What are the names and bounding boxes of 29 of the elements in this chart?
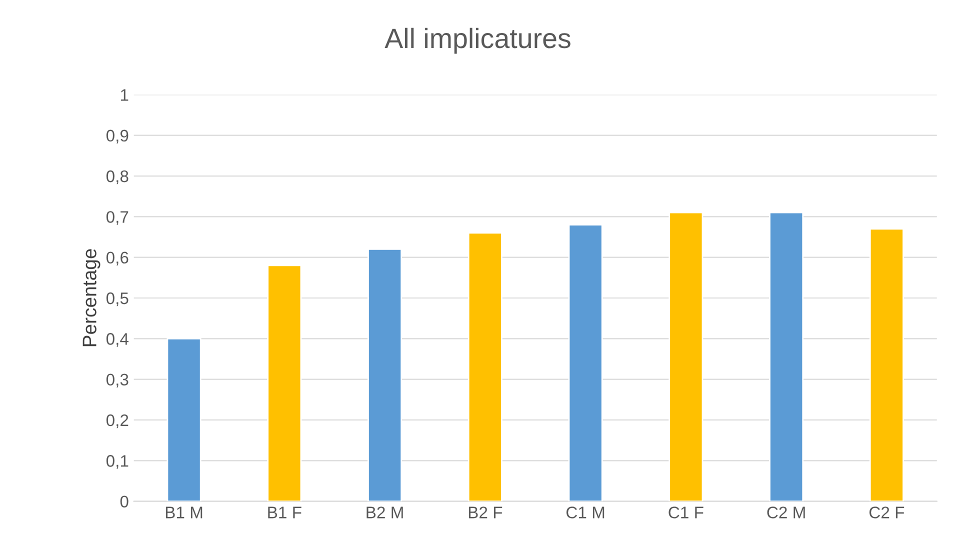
bar bbox=[368, 248, 402, 502]
bar bbox=[267, 264, 302, 502]
y-tick-label: 0,9 bbox=[106, 130, 128, 144]
x-tick-label: B2 M bbox=[366, 506, 403, 518]
y-tick-label: 0,4 bbox=[106, 333, 128, 347]
y-tick-label: 0,7 bbox=[106, 211, 128, 225]
x-tick-label: C2 F bbox=[869, 506, 904, 518]
x-tick-label: C1 M bbox=[566, 506, 604, 518]
x-tick-label: C1 F bbox=[668, 506, 704, 518]
x-tick-label: B1 M bbox=[166, 506, 202, 518]
bar bbox=[769, 212, 804, 502]
bar bbox=[869, 228, 904, 502]
x-tick-label: B1 F bbox=[268, 506, 302, 518]
y-tick-label: 1 bbox=[120, 89, 128, 101]
x-tick-label: B2 F bbox=[468, 506, 502, 518]
y-tick-label: 0,5 bbox=[106, 292, 128, 306]
bar bbox=[166, 338, 202, 502]
bar bbox=[468, 232, 502, 502]
y-tick-label: 0,3 bbox=[106, 374, 128, 388]
y-axis-title: Percentage bbox=[82, 249, 100, 346]
y-tick-label: 0 bbox=[120, 496, 128, 508]
y-tick-label: 0,6 bbox=[106, 252, 128, 266]
y-tick-label: 0,8 bbox=[106, 170, 128, 184]
y-tick-label: 0,1 bbox=[106, 455, 128, 469]
bar bbox=[568, 224, 603, 502]
chart-title: All implicatures bbox=[384, 28, 570, 54]
y-tick-label: 0,2 bbox=[106, 414, 128, 428]
bar bbox=[668, 212, 704, 502]
x-tick-label: C2 M bbox=[767, 506, 805, 518]
